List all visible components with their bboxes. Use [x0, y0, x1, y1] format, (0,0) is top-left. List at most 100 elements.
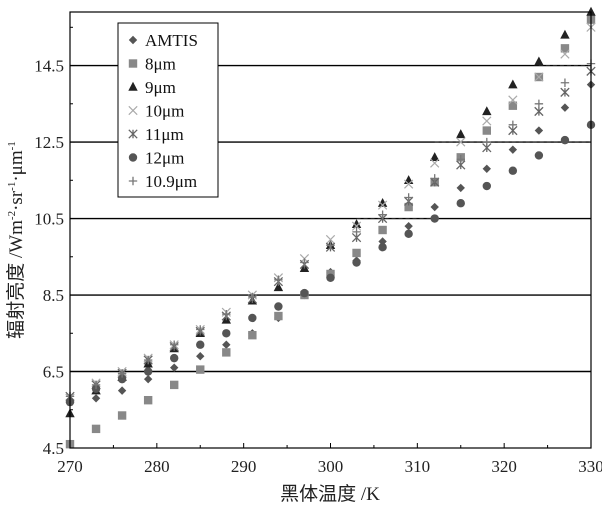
data-point — [222, 340, 231, 349]
data-point — [196, 340, 205, 349]
y-axis-label: 辐射亮度 /Wm-2·sr-1·μm-1 — [5, 141, 27, 339]
data-point — [430, 158, 440, 168]
data-point — [560, 78, 570, 87]
series-6 — [65, 120, 596, 407]
x-tick-label: 320 — [491, 457, 517, 476]
x-axis-label: 黑体温度 /K — [280, 483, 380, 505]
x-tick-label: 270 — [57, 457, 83, 476]
legend-label: 12μm — [145, 149, 184, 168]
data-point — [377, 200, 388, 210]
legend-label: AMTIS — [145, 31, 198, 50]
data-point — [508, 166, 518, 175]
y-tick-label: 12.5 — [34, 133, 64, 152]
legend-marker — [128, 105, 138, 116]
y-axis-label-exp1: -2 — [6, 211, 18, 220]
data-point — [404, 179, 414, 189]
y-tick-label: 8.5 — [43, 286, 64, 305]
data-point — [534, 56, 544, 66]
data-point — [534, 126, 544, 135]
data-point — [91, 380, 101, 390]
data-point — [143, 355, 153, 365]
data-point — [170, 363, 179, 372]
data-point — [430, 152, 440, 162]
y-tick-label: 4.5 — [43, 439, 64, 458]
data-point — [430, 174, 439, 183]
data-point — [560, 29, 570, 39]
data-point — [248, 313, 257, 323]
y-tick-label: 14.5 — [34, 57, 64, 76]
data-point — [326, 273, 335, 283]
data-point — [508, 145, 518, 154]
data-point — [482, 164, 491, 174]
data-point — [273, 282, 284, 292]
data-point — [508, 95, 518, 105]
y-tick-label: 10.5 — [34, 210, 64, 229]
dashed-extensions — [356, 65, 591, 220]
data-point — [117, 411, 127, 420]
x-tick-label: 300 — [318, 457, 344, 476]
data-point — [352, 248, 361, 258]
data-point — [456, 183, 465, 193]
data-point — [482, 137, 491, 147]
legend-label: 11μm — [145, 125, 184, 144]
x-tick-label: 330 — [578, 457, 602, 476]
data-point — [274, 275, 283, 284]
data-point — [196, 325, 205, 334]
legend-label: 10μm — [145, 102, 184, 121]
y-axis-label-mid1: ·sr — [6, 190, 27, 211]
data-point — [248, 292, 257, 302]
data-point — [560, 87, 570, 97]
y-axis-label-mid2: ·μm — [6, 150, 27, 182]
data-point — [143, 374, 153, 384]
data-point — [274, 302, 283, 311]
data-point — [482, 116, 492, 126]
data-point — [378, 225, 387, 235]
legend-label: 8μm — [145, 55, 176, 74]
data-point — [91, 394, 101, 403]
x-tick-label: 290 — [231, 457, 257, 476]
data-point — [430, 214, 439, 223]
x-tick-label: 280 — [144, 457, 170, 476]
data-point — [508, 79, 518, 89]
data-point — [482, 181, 491, 191]
y-axis-label-exp2: -1 — [6, 182, 18, 191]
data-point — [351, 219, 362, 228]
data-point — [143, 367, 153, 376]
y-axis-ticks: 4.5 6.5 8.5 10.5 12.5 14.5 — [34, 26, 75, 458]
data-point — [404, 221, 413, 231]
y-axis-label-main: 辐射亮度 /Wm — [5, 220, 27, 339]
data-point — [248, 330, 257, 340]
data-point — [404, 229, 413, 239]
data-point — [352, 227, 361, 237]
y-axis-label-exp3: -1 — [6, 141, 18, 150]
data-point — [170, 380, 179, 390]
data-point — [117, 374, 127, 384]
data-point — [117, 369, 127, 378]
data-point — [222, 329, 231, 338]
data-point — [560, 135, 570, 145]
data-point — [300, 258, 309, 267]
legend: AMTIS 8μm 9μm 10μm 11μm 12μm 10.9μm — [117, 22, 219, 198]
data-point — [482, 126, 491, 135]
data-point — [196, 365, 205, 374]
x-tick-label: 310 — [405, 457, 431, 476]
data-point — [534, 72, 544, 82]
data-point — [222, 348, 231, 357]
data-point — [377, 198, 388, 207]
data-point — [300, 288, 309, 298]
data-point — [326, 241, 335, 250]
data-point — [560, 103, 570, 112]
data-point — [430, 202, 439, 212]
data-point — [404, 193, 413, 202]
legend-label: 10.9μm — [145, 172, 197, 191]
data-point — [456, 129, 466, 139]
data-point — [404, 202, 413, 212]
data-point — [586, 6, 596, 16]
legend-marker — [128, 153, 138, 162]
data-point — [482, 106, 492, 116]
legend-box — [117, 22, 219, 198]
data-point — [325, 234, 336, 245]
data-point — [534, 99, 544, 108]
data-point — [143, 395, 153, 405]
